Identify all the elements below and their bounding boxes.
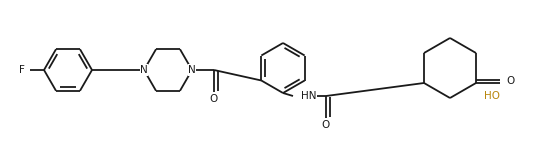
Text: O: O	[506, 76, 514, 86]
Text: F: F	[19, 65, 25, 75]
Text: HN: HN	[301, 91, 317, 101]
Text: HO: HO	[484, 91, 500, 101]
Text: O: O	[210, 94, 218, 104]
Text: N: N	[140, 65, 148, 75]
Text: N: N	[188, 65, 196, 75]
Text: O: O	[322, 120, 330, 130]
